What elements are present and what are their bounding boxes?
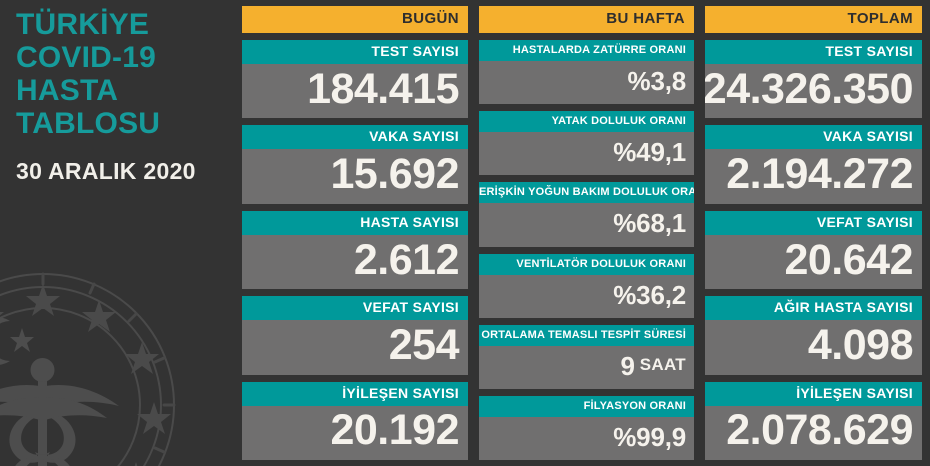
stat-label: İYİLEŞEN SAYISI <box>242 381 468 406</box>
column-today: BUGÜN TEST SAYISI 184.415 VAKA SAYISI 15… <box>242 6 468 461</box>
stat-row: İYİLEŞEN SAYISI 2.078.629 <box>705 381 922 461</box>
column-this-week: BU HAFTA HASTALARDA ZATÜRRE ORANI %3,8 Y… <box>479 6 694 461</box>
title-line-4: TABLOSU <box>16 107 161 140</box>
page-title: TÜRKİYE COVID-19 HASTA TABLOSU 30 ARALIK… <box>16 8 234 184</box>
column-this-week-rows: HASTALARDA ZATÜRRE ORANI %3,8 YATAK DOLU… <box>479 33 694 461</box>
stat-row: ERİŞKİN YOĞUN BAKIM DOLULUK ORANI %68,1 <box>479 182 694 253</box>
stat-value: 2.194.272 <box>705 149 922 204</box>
stat-value: %99,9 <box>479 416 694 461</box>
stat-value: 24.326.350 <box>705 64 922 119</box>
stat-value: 20.642 <box>705 234 922 290</box>
stat-label: TEST SAYISI <box>705 40 922 64</box>
stat-row: HASTA SAYISI 2.612 <box>242 210 468 296</box>
stat-label: VAKA SAYISI <box>242 125 468 150</box>
stat-label: FİLYASYON ORANI <box>479 395 694 417</box>
stat-label: YATAK DOLULUK ORANI <box>479 111 694 133</box>
stat-value: 2.078.629 <box>705 405 922 461</box>
stat-row: İYİLEŞEN SAYISI 20.192 <box>242 381 468 461</box>
stat-label: VAKA SAYISI <box>705 125 922 150</box>
column-total-rows: TEST SAYISI 24.326.350 VAKA SAYISI 2.194… <box>705 33 922 461</box>
column-header-total: TOPLAM <box>705 6 922 33</box>
report-date: 30 ARALIK 2020 <box>16 158 196 184</box>
stat-label: İYİLEŞEN SAYISI <box>705 381 922 406</box>
stat-label: HASTA SAYISI <box>242 210 468 235</box>
stat-row: TEST SAYISI 184.415 <box>242 40 468 125</box>
column-today-rows: TEST SAYISI 184.415 VAKA SAYISI 15.692 H… <box>242 33 468 461</box>
stat-label: TEST SAYISI <box>242 40 468 64</box>
stat-row: VAKA SAYISI 15.692 <box>242 125 468 210</box>
stat-value: %3,8 <box>479 61 694 105</box>
stat-value: 2.612 <box>242 234 468 290</box>
title-line-1: TÜRKİYE <box>16 8 150 41</box>
stat-label: HASTALARDA ZATÜRRE ORANI <box>479 40 694 61</box>
title-line-2: COVID-19 <box>16 41 156 74</box>
stat-value: 15.692 <box>242 149 468 204</box>
stat-label: VEFAT SAYISI <box>242 296 468 321</box>
stat-row: YATAK DOLULUK ORANI %49,1 <box>479 111 694 182</box>
column-header-this-week: BU HAFTA <box>479 6 694 33</box>
title-line-3: HASTA <box>16 74 119 107</box>
column-header-today: BUGÜN <box>242 6 468 33</box>
column-total: TOPLAM TEST SAYISI 24.326.350 VAKA SAYIS… <box>705 6 922 461</box>
stat-value: %49,1 <box>479 132 694 176</box>
stat-value: 254 <box>242 320 468 375</box>
stat-row: AĞIR HASTA SAYISI 4.098 <box>705 296 922 381</box>
stat-label: AĞIR HASTA SAYISI <box>705 296 922 321</box>
stat-label: ERİŞKİN YOĞUN BAKIM DOLULUK ORANI <box>479 182 694 204</box>
stat-value: %68,1 <box>479 203 694 247</box>
ministry-of-health-emblem-icon <box>0 266 182 466</box>
stat-label: VENTİLATÖR DOLULUK ORANI <box>479 253 694 275</box>
stat-row: FİLYASYON ORANI %99,9 <box>479 395 694 461</box>
stat-value: 184.415 <box>242 64 468 119</box>
stat-row: TEST SAYISI 24.326.350 <box>705 40 922 125</box>
stat-value: 20.192 <box>242 405 468 461</box>
stat-value: 9 <box>620 350 635 381</box>
stat-value-unit: SAAT <box>639 354 686 374</box>
statistics-columns: BUGÜN TEST SAYISI 184.415 VAKA SAYISI 15… <box>242 6 922 461</box>
stat-value: 4.098 <box>705 320 922 375</box>
stat-row: VENTİLATÖR DOLULUK ORANI %36,2 <box>479 253 694 325</box>
stat-value: %36,2 <box>479 274 694 318</box>
stat-value-with-unit: 9 SAAT <box>479 345 694 389</box>
stat-row: VEFAT SAYISI 20.642 <box>705 210 922 296</box>
stat-row: VEFAT SAYISI 254 <box>242 296 468 381</box>
stat-row: ORTALAMA TEMASLI TESPİT SÜRESİ 9 SAAT <box>479 324 694 396</box>
stat-label: VEFAT SAYISI <box>705 210 922 235</box>
stat-label: ORTALAMA TEMASLI TESPİT SÜRESİ <box>479 324 694 346</box>
stat-row: VAKA SAYISI 2.194.272 <box>705 125 922 210</box>
stat-row: HASTALARDA ZATÜRRE ORANI %3,8 <box>479 40 694 111</box>
